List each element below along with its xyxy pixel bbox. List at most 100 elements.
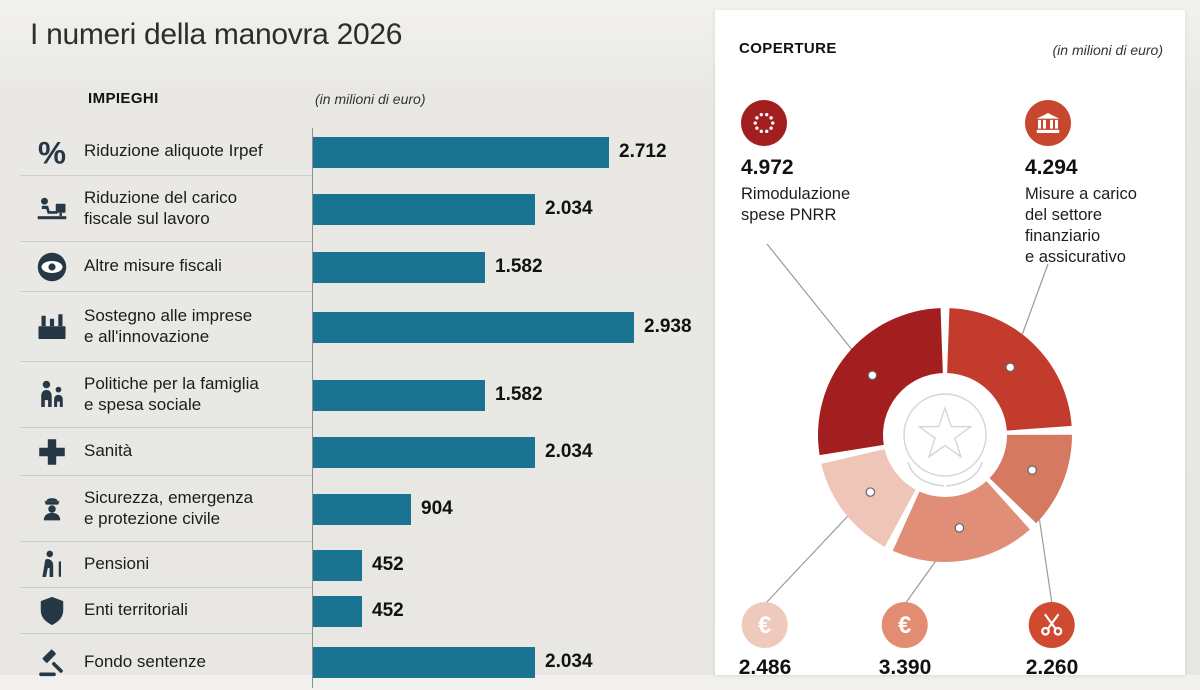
segment-marker-dot xyxy=(867,370,878,381)
bar xyxy=(312,311,634,343)
chart-row-bar-cell: 452 xyxy=(312,542,714,588)
bank-icon xyxy=(1025,100,1071,146)
bar xyxy=(312,193,535,225)
svg-text:%: % xyxy=(38,134,66,170)
donut-segment xyxy=(947,308,1072,431)
chart-row-bar-cell: 2.034 xyxy=(312,176,714,242)
segment-marker-dot xyxy=(865,487,876,497)
callout-value: 3.390 xyxy=(878,656,932,679)
family-icon xyxy=(20,377,84,413)
scissors-icon xyxy=(1029,602,1075,648)
chart-row-bar-cell: 1.582 xyxy=(312,242,714,292)
chart-row: Riduzione del carico fiscale sul lavoro … xyxy=(20,176,714,242)
leader-line xyxy=(766,243,873,376)
bar xyxy=(312,493,411,525)
bar xyxy=(312,646,535,678)
coperture-card: COPERTURE (in milioni di euro) 4.972 Rim… xyxy=(715,10,1185,679)
bar xyxy=(312,251,485,283)
chart-row: Pensioni 452 xyxy=(20,542,714,588)
factory-icon xyxy=(20,309,84,345)
bar-label: Sanità xyxy=(84,441,133,461)
bar-value: 904 xyxy=(421,498,453,519)
chart-row-label-cell: Enti territoriali xyxy=(20,588,312,634)
bar-value: 2.938 xyxy=(644,316,692,337)
callout-settore-finanziario: 4.294 Misure a carico del settore finanz… xyxy=(1025,100,1185,268)
svg-text:€: € xyxy=(758,612,771,639)
chart-row-bar-cell: 2.034 xyxy=(312,634,714,690)
chart-row: Sanità 2.034 xyxy=(20,428,714,476)
bar xyxy=(312,379,485,411)
chart-row-bar-cell: 2.938 xyxy=(312,292,714,362)
pensioner-icon xyxy=(20,547,84,583)
chart-row-label-cell: Fondo sentenze xyxy=(20,634,312,690)
impieghi-unit-label: (in milioni di euro) xyxy=(315,91,426,107)
bar-value: 2.034 xyxy=(545,198,593,219)
callout-pnrr: 4.972 Rimodulazione spese PNRR xyxy=(741,100,901,226)
chart-row: Sostegno alle imprese e all'innovazione … xyxy=(20,292,714,362)
callout-value: 4.294 xyxy=(1025,156,1078,179)
chart-row: Sicurezza, emergenza e protezione civile… xyxy=(20,476,714,542)
chart-row-bar-cell: 2.034 xyxy=(312,428,714,476)
chart-row: Fondo sentenze 2.034 xyxy=(20,634,714,690)
impieghi-section-label: IMPIEGHI xyxy=(88,90,159,107)
bar-label: Sostegno alle imprese e all'innovazione xyxy=(84,306,253,346)
callout-3390: € 3.390 xyxy=(878,602,932,680)
callout-2486: € 2.486 xyxy=(738,602,792,680)
bar-rows: % Riduzione aliquote Irpef 2.712 Riduzio… xyxy=(20,128,714,690)
chart-row-label-cell: Riduzione del carico fiscale sul lavoro xyxy=(20,176,312,242)
coperture-section-label: COPERTURE xyxy=(739,40,837,57)
bar xyxy=(312,595,362,627)
desk-worker-icon xyxy=(20,191,84,227)
bar-label: Pensioni xyxy=(84,554,150,574)
chart-row: Politiche per la famiglia e spesa social… xyxy=(20,362,714,428)
bar-value: 452 xyxy=(372,600,404,621)
bar xyxy=(312,136,609,168)
bar-label: Riduzione del carico fiscale sul lavoro xyxy=(84,188,238,228)
percent-icon: % xyxy=(20,134,84,170)
callout-value: 4.972 xyxy=(741,156,794,179)
donut-segment xyxy=(818,308,943,456)
chart-row-label-cell: Pensioni xyxy=(20,542,312,588)
donut-segment xyxy=(892,481,1030,562)
page-title: I numeri della manovra 2026 xyxy=(30,18,403,51)
chart-row-bar-cell: 452 xyxy=(312,588,714,634)
bar-value: 2.034 xyxy=(545,651,593,672)
bar-label: Fondo sentenze xyxy=(84,651,206,671)
eu-stars-icon xyxy=(741,100,787,146)
chart-row-label-cell: Altre misure fiscali xyxy=(20,242,312,292)
bar-value: 2.712 xyxy=(619,141,667,162)
bar-label: Altre misure fiscali xyxy=(84,256,222,276)
eye-icon xyxy=(20,249,84,285)
leader-line xyxy=(1009,263,1049,368)
chart-row: % Riduzione aliquote Irpef 2.712 xyxy=(20,128,714,176)
euro-icon: € xyxy=(742,602,788,648)
leader-line xyxy=(904,527,960,605)
chart-row-bar-cell: 2.712 xyxy=(312,128,714,176)
bar-label: Sicurezza, emergenza e protezione civile xyxy=(84,488,254,528)
svg-text:€: € xyxy=(898,612,911,639)
chart-row-label-cell: Sanità xyxy=(20,428,312,476)
bar-value: 2.034 xyxy=(545,441,593,462)
chart-row-label-cell: Sostegno alle imprese e all'innovazione xyxy=(20,292,312,362)
segment-marker-dot xyxy=(1005,362,1016,373)
impieghi-bar-chart: IMPIEGHI (in milioni di euro) % Riduzion… xyxy=(20,84,714,688)
donut-segment xyxy=(821,449,916,547)
segment-marker-dot xyxy=(954,523,965,533)
callout-value: 2.486 xyxy=(738,656,792,679)
chart-row-bar-cell: 1.582 xyxy=(312,362,714,428)
axis-line xyxy=(312,128,313,688)
chart-row: Altre misure fiscali 1.582 xyxy=(20,242,714,292)
infographic-page: I numeri della manovra 2026 IMPIEGHI (in… xyxy=(20,10,1185,688)
shield-icon xyxy=(20,593,84,629)
medical-cross-icon xyxy=(20,434,84,470)
bar-label: Enti territoriali xyxy=(84,600,188,620)
callout-value: 2.260 xyxy=(1025,656,1079,679)
coperture-unit-label: (in milioni di euro) xyxy=(1052,42,1163,58)
callout-label: Rimodulazione spese PNRR xyxy=(741,185,851,225)
callout-2260: 2.260 xyxy=(1025,602,1079,680)
impieghi-header: IMPIEGHI (in milioni di euro) xyxy=(20,84,714,128)
bar-value: 1.582 xyxy=(495,384,543,405)
bar-value: 1.582 xyxy=(495,256,543,277)
police-icon xyxy=(20,491,84,527)
callout-label: Misure a carico del settore finanziario … xyxy=(1025,185,1137,267)
